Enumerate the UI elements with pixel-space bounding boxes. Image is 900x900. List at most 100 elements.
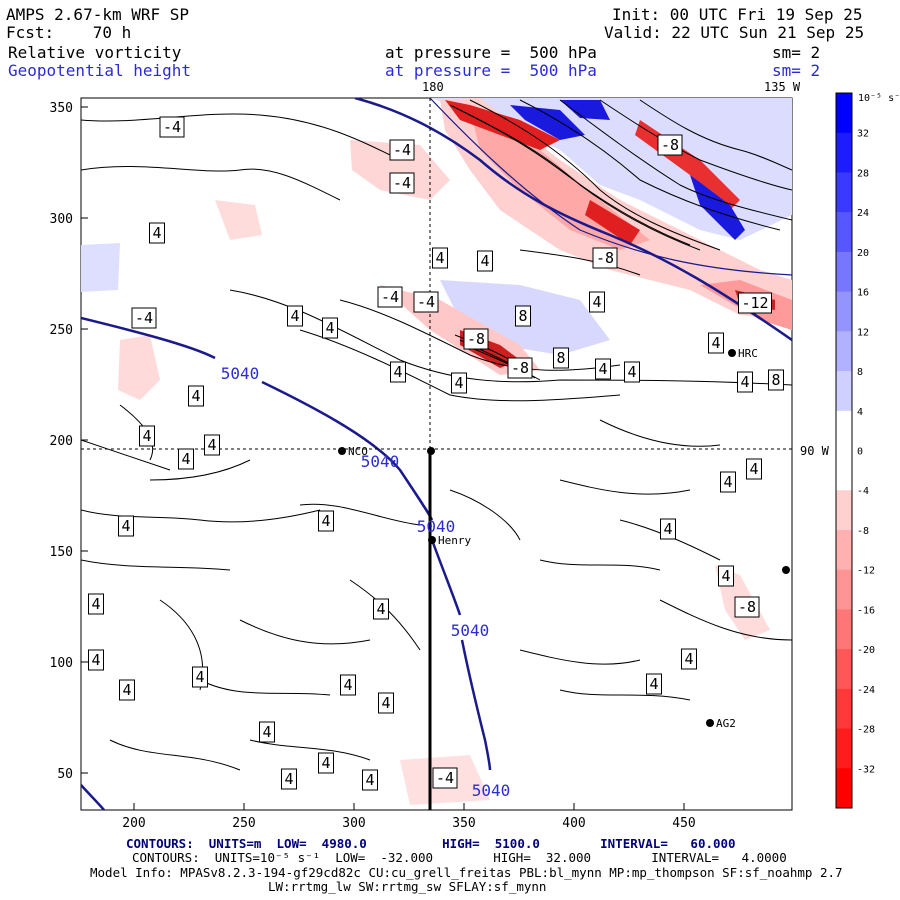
positive-vorticity-shading xyxy=(81,243,120,292)
field1-smoothing: sm= 2 xyxy=(772,43,821,62)
x-tick-label: 450 xyxy=(672,816,695,831)
vorticity-contour-label: 4 xyxy=(322,317,338,339)
station-marker[interactable]: NCO xyxy=(338,445,368,458)
vorticity-contour-label: 4 xyxy=(318,510,334,532)
vorticity-contour-label: 4 xyxy=(188,385,204,407)
vorticity-contour-label: 4 xyxy=(178,448,194,470)
svg-text:-4: -4 xyxy=(135,309,153,327)
colorbar-tick-label: 20 xyxy=(857,248,869,259)
height-contour-label: 5040 xyxy=(417,517,456,536)
svg-text:4: 4 xyxy=(290,307,299,325)
vorticity-contour-label: 4 xyxy=(432,247,448,269)
vorticity-contour-label: 4 xyxy=(119,679,135,701)
station-marker[interactable] xyxy=(427,447,435,455)
svg-text:8: 8 xyxy=(518,307,527,325)
model-title: AMPS 2.67-km WRF SP xyxy=(6,5,190,24)
vorticity-contour-label: 4 xyxy=(589,291,605,313)
colorbar-tick-label: -28 xyxy=(857,725,875,736)
colorbar-tick-label: -16 xyxy=(857,605,875,616)
svg-text:4: 4 xyxy=(749,460,758,478)
vorticity-contour-label: -8 xyxy=(507,357,533,379)
svg-text:4: 4 xyxy=(365,771,374,789)
geopotential-height-contours xyxy=(81,98,792,810)
station-marker[interactable] xyxy=(782,566,790,574)
svg-text:4: 4 xyxy=(321,754,330,772)
vorticity-contour-label: 4 xyxy=(477,250,493,272)
colorbar-frame xyxy=(835,92,853,809)
svg-text:4: 4 xyxy=(152,224,161,242)
colorbar-segment xyxy=(836,132,852,173)
geopotential-height-contour xyxy=(429,98,792,276)
colorbar-tick-label: -32 xyxy=(857,764,875,775)
vorticity-contour-label: 8 xyxy=(515,305,531,327)
svg-text:4: 4 xyxy=(663,520,672,538)
station-marker[interactable]: Henry xyxy=(428,534,471,547)
svg-text:4: 4 xyxy=(91,651,100,669)
svg-text:4: 4 xyxy=(262,723,271,741)
vorticity-contour-label: -4 xyxy=(432,767,458,789)
vorticity-contour-label: 4 xyxy=(390,361,406,383)
dense-vorticity-contours xyxy=(449,99,792,381)
vorticity-contour-label: -8 xyxy=(657,134,683,156)
vorticity-contour-label: 4 xyxy=(451,372,467,394)
vorticity-contour-label: 4 xyxy=(718,565,734,587)
svg-text:4: 4 xyxy=(721,567,730,585)
field2-name: Geopotential height xyxy=(8,61,192,80)
svg-text:4: 4 xyxy=(284,770,293,788)
x-tick-label: 350 xyxy=(452,816,475,831)
vorticity-contour-label: -8 xyxy=(592,247,618,269)
lat-top-label: 135 W xyxy=(764,80,801,94)
colorbar-segment xyxy=(836,529,852,571)
height-contour-label: 5040 xyxy=(221,364,260,383)
negative-vorticity-shading xyxy=(118,335,160,400)
svg-text:4: 4 xyxy=(435,249,444,267)
svg-text:-4: -4 xyxy=(393,174,411,192)
station-label: Henry xyxy=(438,534,471,547)
valid-time: Valid: 22 UTC Sun 21 Sep 25 xyxy=(604,23,865,42)
station-marker[interactable]: AG2 xyxy=(706,717,736,730)
vorticity-contour-label: 4 xyxy=(720,471,736,493)
svg-text:4: 4 xyxy=(723,473,732,491)
colorbar-tick-label: 16 xyxy=(857,288,869,299)
svg-text:4: 4 xyxy=(122,681,131,699)
x-tick-label: 400 xyxy=(562,816,585,831)
y-tick-label: 200 xyxy=(50,434,73,449)
vorticity-contour-label: 4 xyxy=(681,648,697,670)
colorbar-tick-label: 28 xyxy=(857,168,869,179)
x-tick-label: 200 xyxy=(122,816,145,831)
colorbar-segment xyxy=(836,251,852,293)
svg-text:4: 4 xyxy=(381,694,390,712)
colorbar-tick-label: 32 xyxy=(857,129,869,140)
colorbar-segment xyxy=(836,728,852,769)
svg-text:4: 4 xyxy=(191,387,200,405)
vorticity-contour-label: 4 xyxy=(646,673,662,695)
vorticity-contour-label: 4 xyxy=(362,769,378,791)
vorticity-contour-label: -12 xyxy=(738,292,772,314)
colorbar: 10⁻⁵ s⁻¹ 32 28 24 20 16 12 8 4 0 -4 -8 -12 -16 -20 -24 -… xyxy=(835,92,900,809)
svg-text:-4: -4 xyxy=(393,141,411,159)
lon-top-label: 180 xyxy=(422,80,444,94)
vorticity-contour-label: -4 xyxy=(413,291,439,313)
strong-vorticity-core xyxy=(560,100,610,120)
svg-text:4: 4 xyxy=(393,363,402,381)
svg-text:-8: -8 xyxy=(661,136,679,154)
forecast-hour: Fcst: 70 h xyxy=(6,23,132,42)
colorbar-segment xyxy=(836,93,852,134)
strong-vorticity-core xyxy=(690,175,745,240)
svg-text:4: 4 xyxy=(195,668,204,686)
vorticity-contour-label: 4 xyxy=(595,358,611,380)
colorbar-segment xyxy=(836,569,852,610)
vorticity-contour-label: 4 xyxy=(192,666,208,688)
colorbar-segment xyxy=(836,768,852,809)
svg-text:8: 8 xyxy=(556,349,565,367)
svg-text:-4: -4 xyxy=(381,288,399,306)
svg-text:4: 4 xyxy=(592,293,601,311)
height-contour-label: 5040 xyxy=(361,452,400,471)
svg-text:-8: -8 xyxy=(467,330,485,348)
colorbar-unit: 10⁻⁵ s⁻¹ xyxy=(858,93,900,104)
colorbar-segment xyxy=(836,649,852,690)
vorticity-contour-label: -4 xyxy=(389,172,415,194)
y-tick-label: 350 xyxy=(50,101,73,116)
station-marker[interactable]: HRC xyxy=(728,347,758,360)
colorbar-tick-label: 8 xyxy=(857,367,863,378)
